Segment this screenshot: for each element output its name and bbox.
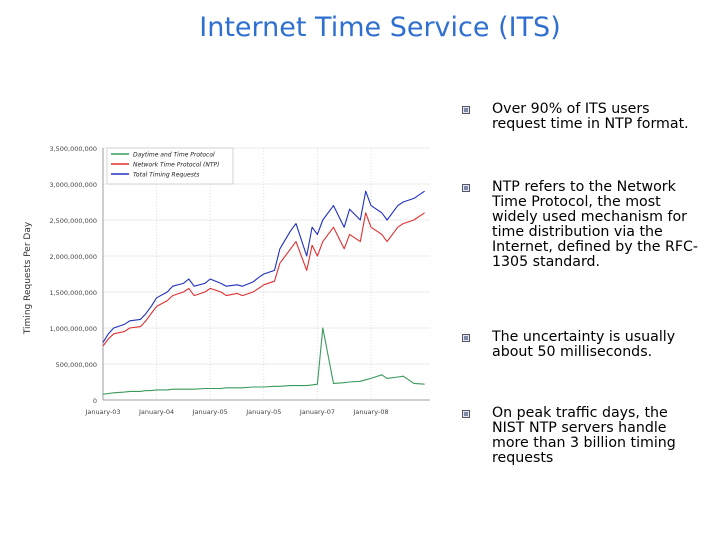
y-tick-label: 1,500,000,000: [49, 289, 97, 297]
timing-requests-chart: 0 500,000,000 1,000,000,000 1,500,000,000 2,…: [18, 138, 438, 428]
y-tick-label: 3,500,000,000: [49, 145, 97, 153]
legend-entry: Network Time Protocol (NTP): [133, 162, 220, 169]
y-axis-label: Timing Requests Per Day: [23, 221, 33, 335]
y-tick-label: 2,500,000,000: [49, 217, 97, 225]
legend-entry: Total Timing Requests: [133, 172, 199, 179]
bullet-marker-icon: [462, 410, 470, 418]
slide-title: Internet Time Service (ITS): [199, 12, 561, 43]
legend: Daytime and Time Protocol Network Time Pr…: [106, 147, 234, 185]
bullet-text: Over 90% of ITS users request time in NT…: [492, 101, 689, 132]
legend-entry: Daytime and Time Protocol: [133, 152, 215, 159]
series-line-1: [102, 212, 425, 347]
x-tick-label: January-04: [138, 408, 174, 416]
axes: 0 500,000,000 1,000,000,000 1,500,000,000 2,…: [49, 145, 430, 416]
series-line-0: [102, 327, 425, 395]
bullet-marker-icon: [462, 184, 470, 192]
y-tick-label: 0: [93, 397, 97, 405]
y-tick-label: 1,000,000,000: [49, 325, 97, 333]
x-tick-label: January-07: [299, 408, 335, 416]
bullet-text: NTP refers to the Network Time Protocol,…: [492, 179, 699, 270]
bullet-marker-icon: [462, 106, 470, 114]
y-tick-label: 3,000,000,000: [49, 181, 97, 189]
x-tick-label: January-05: [192, 408, 228, 416]
bullet-marker-icon: [462, 334, 470, 342]
x-tick-label: January-05: [245, 408, 281, 416]
y-tick-label: 500,000,000: [56, 361, 97, 369]
chart-svg: 0 500,000,000 1,000,000,000 1,500,000,000 2,…: [18, 138, 438, 428]
bullet-text: The uncertainty is usually about 50 mill…: [492, 329, 676, 360]
y-tick-label: 2,000,000,000: [49, 253, 97, 261]
series-line-2: [102, 190, 425, 343]
series-lines: [102, 190, 425, 395]
bullet-text: On peak traffic days, the NIST NTP serve…: [492, 405, 676, 466]
x-tick-label: January-03: [84, 408, 120, 416]
x-tick-label: January-08: [352, 408, 388, 416]
